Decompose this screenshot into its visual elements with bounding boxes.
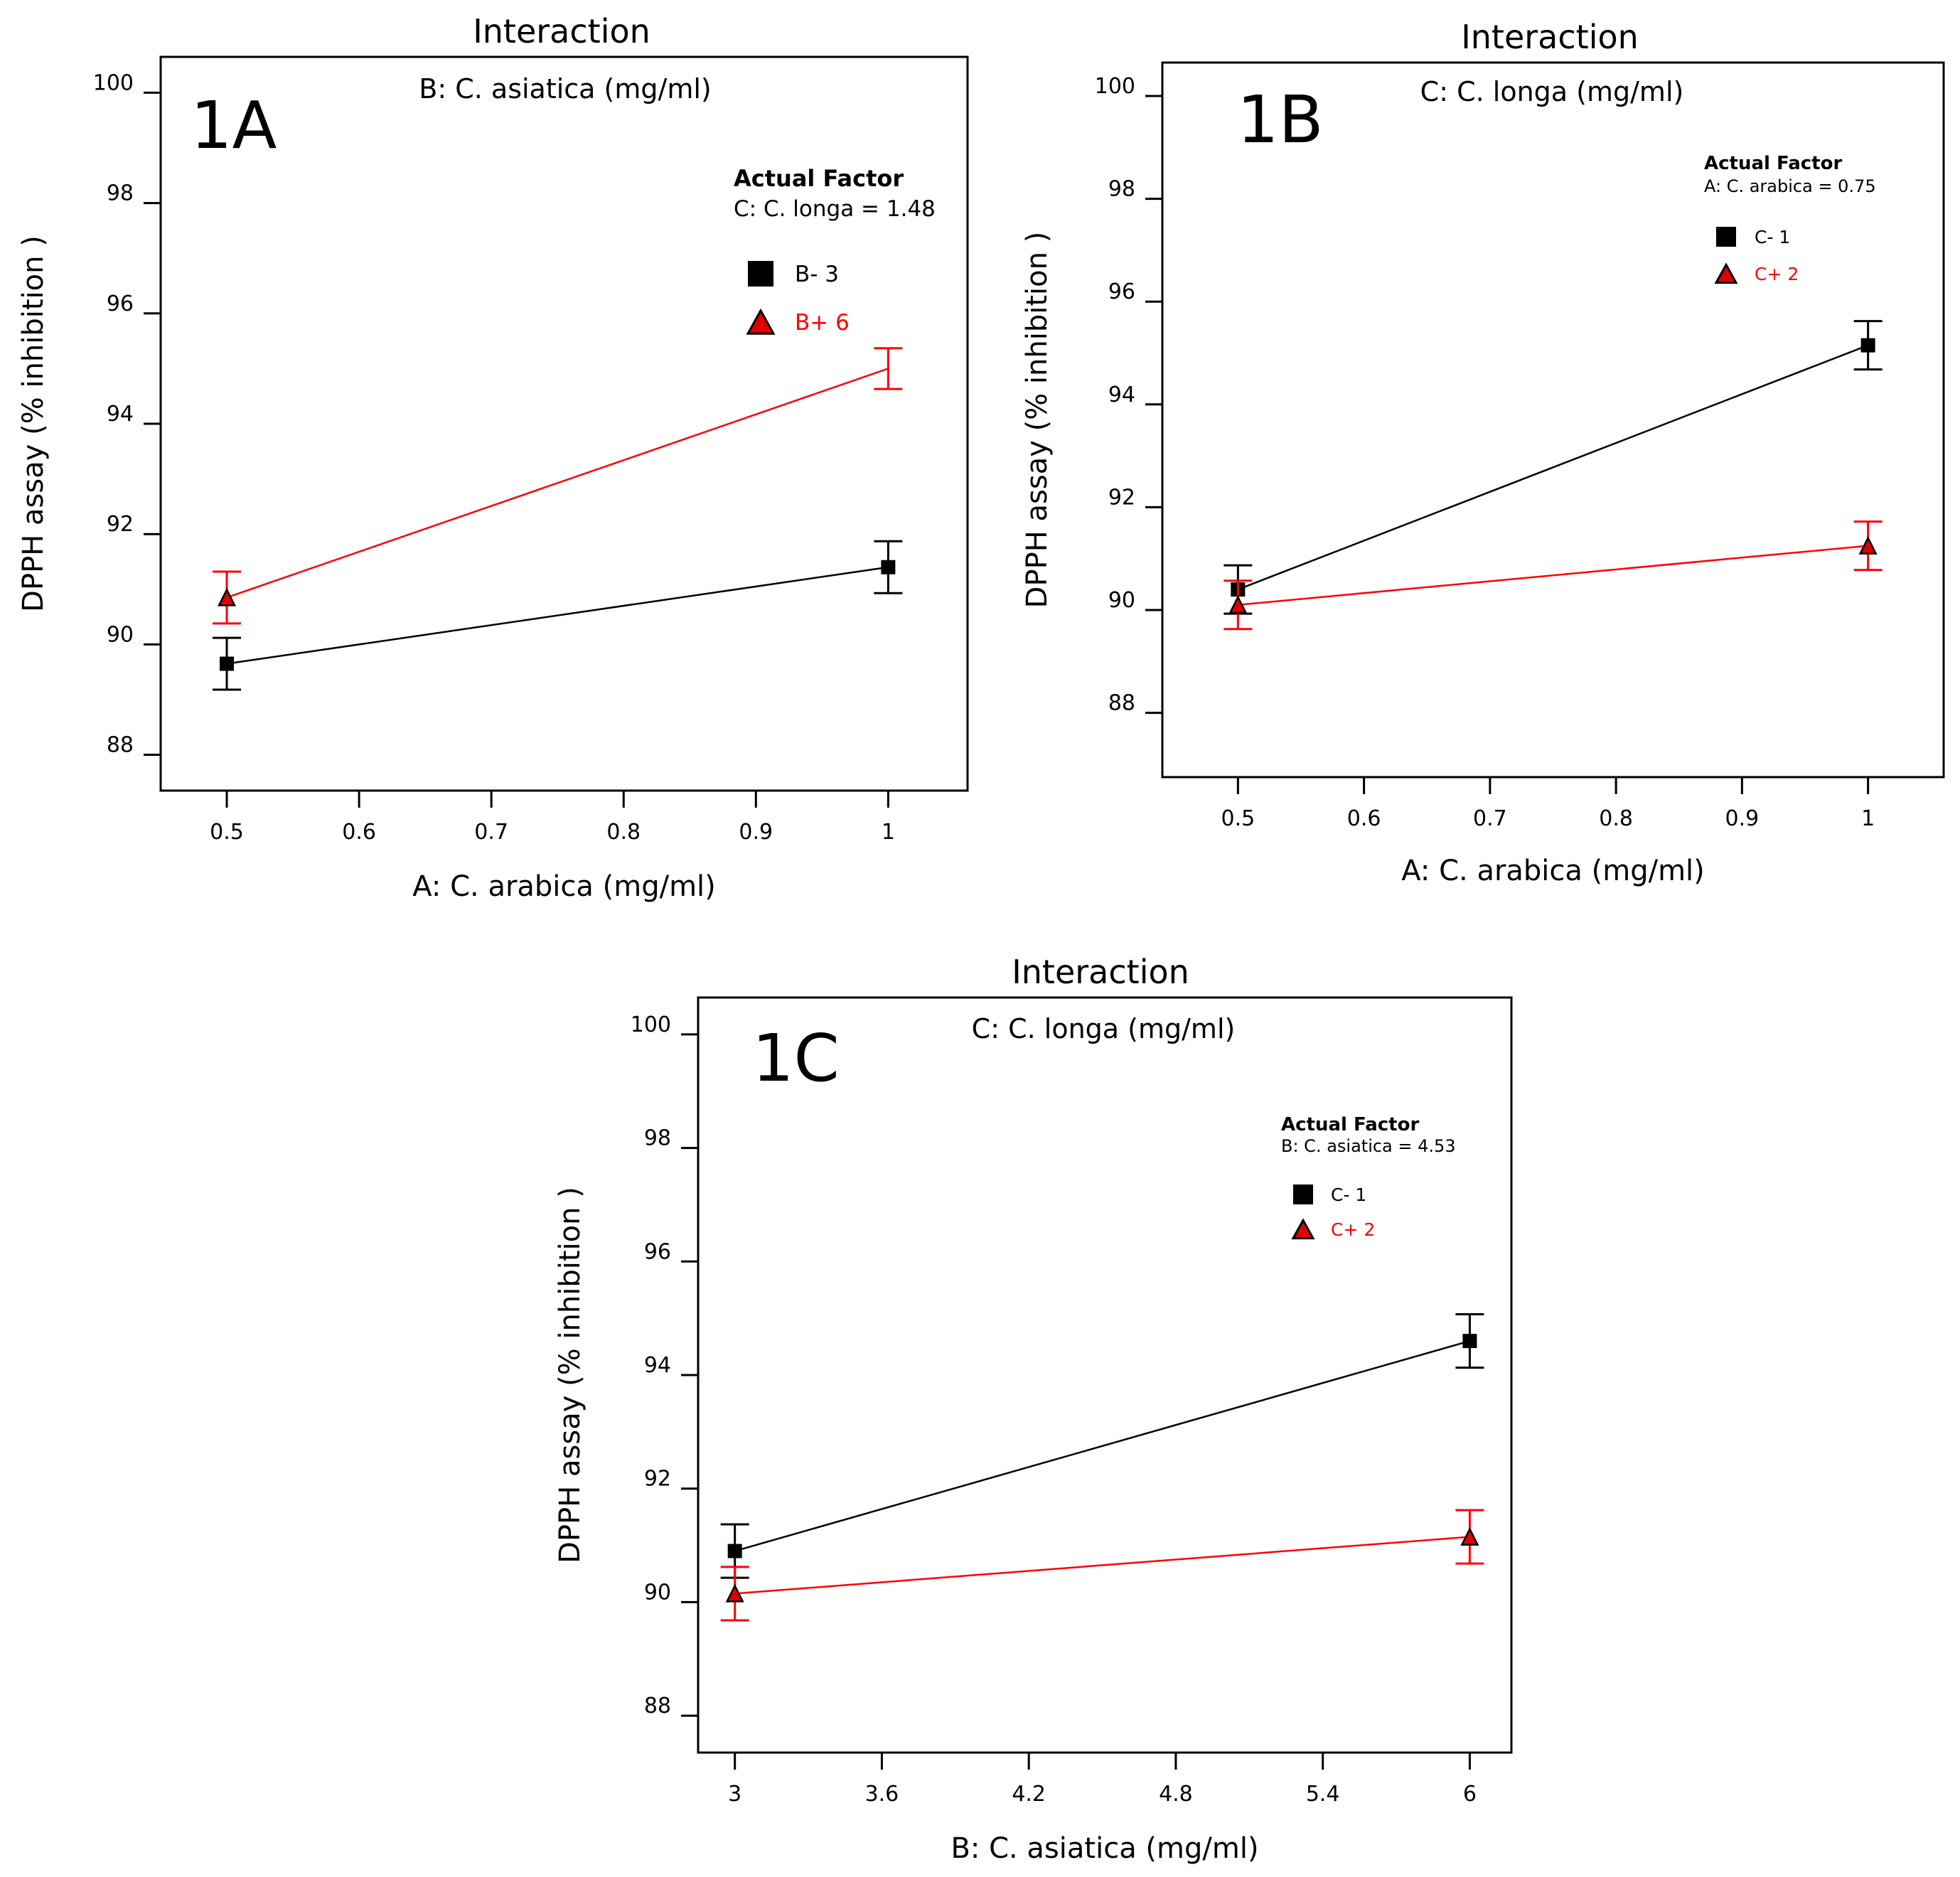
series-line-0 bbox=[1237, 344, 1869, 591]
plot-frame bbox=[1161, 61, 1945, 779]
x-tick-label: 0.8 bbox=[1599, 806, 1633, 831]
x-tick-label: 0.7 bbox=[1473, 806, 1507, 831]
actual-factor-heading: Actual Factor bbox=[1281, 1114, 1419, 1135]
data-point-triangle bbox=[1858, 535, 1878, 555]
data-point-triangle bbox=[1460, 1526, 1479, 1546]
legend-entry: B- 3 bbox=[795, 262, 839, 287]
y-tick-label: 100 bbox=[1095, 74, 1135, 99]
x-tick-label: 5.4 bbox=[1306, 1782, 1340, 1807]
y-tick-label: 90 bbox=[644, 1580, 671, 1605]
y-tick-label: 90 bbox=[1108, 588, 1135, 613]
y-tick-label: 88 bbox=[1108, 691, 1135, 716]
y-tick-label: 96 bbox=[644, 1239, 671, 1264]
legend-entry: B+ 6 bbox=[795, 310, 850, 336]
chart-title: Interaction bbox=[473, 12, 650, 50]
x-axis-label: A: C. arabica (mg/ml) bbox=[1401, 855, 1705, 887]
data-point-square bbox=[727, 1544, 742, 1558]
y-tick-label: 96 bbox=[1108, 279, 1135, 304]
chart-subtitle: C: C. longa (mg/ml) bbox=[972, 1013, 1236, 1044]
y-tick-label: 88 bbox=[107, 733, 134, 758]
chart-subtitle: B: C. asiatica (mg/ml) bbox=[419, 73, 711, 105]
actual-factor-value: C: C. longa = 1.48 bbox=[734, 196, 936, 222]
legend-triangle-icon bbox=[746, 308, 776, 335]
y-tick-label: 94 bbox=[107, 402, 134, 427]
series-line-1 bbox=[1238, 545, 1868, 606]
panel-label: 1A bbox=[191, 87, 277, 164]
x-tick-label: 0.9 bbox=[1725, 806, 1760, 831]
legend-square-icon bbox=[748, 261, 773, 287]
y-tick-label: 94 bbox=[644, 1353, 671, 1378]
y-tick-label: 98 bbox=[1108, 177, 1135, 202]
actual-factor-value: B: C. asiatica = 4.53 bbox=[1281, 1136, 1456, 1156]
y-tick-label: 94 bbox=[1108, 383, 1135, 407]
y-tick-label: 92 bbox=[644, 1467, 671, 1492]
data-point-triangle bbox=[1228, 594, 1248, 614]
x-tick-label: 1 bbox=[1861, 806, 1875, 831]
x-tick-label: 0.6 bbox=[342, 820, 376, 845]
x-tick-label: 1 bbox=[882, 820, 895, 845]
legend-triangle-icon bbox=[1714, 262, 1738, 284]
chart-1B: Interaction C: C. longa (mg/ml) 1B 88 90 92 94… bbox=[1021, 18, 1945, 887]
x-tick-label: 4.8 bbox=[1159, 1782, 1193, 1807]
y-tick-label: 90 bbox=[107, 622, 134, 647]
actual-factor-heading: Actual Factor bbox=[1704, 153, 1842, 174]
x-tick-label: 0.8 bbox=[606, 820, 641, 845]
x-axis-label: B: C. asiatica (mg/ml) bbox=[950, 1832, 1258, 1865]
y-tick-label: 98 bbox=[644, 1126, 671, 1151]
y-tick-label: 92 bbox=[107, 512, 134, 537]
x-tick-label: 0.5 bbox=[1221, 806, 1255, 831]
data-point-square bbox=[1860, 338, 1875, 353]
series-line-0 bbox=[226, 566, 889, 665]
series-line-1 bbox=[734, 1536, 1470, 1595]
data-point-square bbox=[881, 560, 896, 574]
legend-entry: C- 1 bbox=[1755, 227, 1790, 247]
chart-title: Interaction bbox=[1461, 18, 1639, 56]
legend-square-icon bbox=[1716, 227, 1736, 247]
y-tick-label: 92 bbox=[1108, 485, 1135, 510]
legend-triangle-icon bbox=[1291, 1218, 1315, 1240]
data-point-triangle bbox=[725, 1583, 744, 1603]
legend-entry: C- 1 bbox=[1331, 1185, 1366, 1205]
chart-title: Interaction bbox=[1012, 953, 1189, 991]
plot-frame bbox=[697, 996, 1513, 1754]
y-tick-label: 88 bbox=[644, 1694, 671, 1718]
x-tick-label: 0.9 bbox=[739, 820, 773, 845]
x-tick-label: 0.5 bbox=[210, 820, 244, 845]
x-tick-label: 4.2 bbox=[1012, 1782, 1046, 1807]
y-axis-label: DPPH assay (% inhibition ) bbox=[1021, 232, 1054, 609]
actual-factor-heading: Actual Factor bbox=[734, 165, 904, 192]
y-tick-label: 98 bbox=[107, 181, 134, 206]
actual-factor-value: A: C. arabica = 0.75 bbox=[1704, 176, 1876, 196]
x-tick-label: 6 bbox=[1463, 1782, 1477, 1807]
y-axis-label: DPPH assay (% inhibition ) bbox=[17, 235, 50, 612]
data-point-triangle bbox=[218, 587, 237, 606]
panel-label: 1C bbox=[752, 1020, 840, 1096]
x-tick-label: 0.6 bbox=[1347, 806, 1381, 831]
series-line-0 bbox=[734, 1339, 1470, 1552]
x-tick-label: 3 bbox=[728, 1782, 741, 1807]
y-tick-label: 100 bbox=[93, 70, 134, 95]
x-axis-label: A: C. arabica (mg/ml) bbox=[412, 870, 716, 903]
data-point-square bbox=[220, 656, 235, 671]
legend-square-icon bbox=[1293, 1185, 1313, 1204]
x-tick-label: 0.7 bbox=[474, 820, 508, 845]
chart-1A: Interaction B: C. asiatica (mg/ml) 1A 88 90 9… bbox=[17, 12, 969, 903]
y-tick-label: 100 bbox=[631, 1012, 671, 1037]
data-point-square bbox=[1462, 1334, 1477, 1349]
chart-1C: Interaction C: C. longa (mg/ml) 1C 88 90 92 94… bbox=[554, 953, 1513, 1865]
series-line-1 bbox=[226, 368, 889, 599]
x-tick-label: 3.6 bbox=[865, 1782, 899, 1807]
panel-label: 1B bbox=[1237, 82, 1324, 158]
y-axis-label: DPPH assay (% inhibition ) bbox=[554, 1187, 587, 1563]
legend-entry: C+ 2 bbox=[1331, 1219, 1375, 1240]
legend-entry: C+ 2 bbox=[1755, 264, 1799, 284]
y-tick-label: 96 bbox=[107, 292, 134, 316]
chart-subtitle: C: C. longa (mg/ml) bbox=[1420, 76, 1684, 107]
